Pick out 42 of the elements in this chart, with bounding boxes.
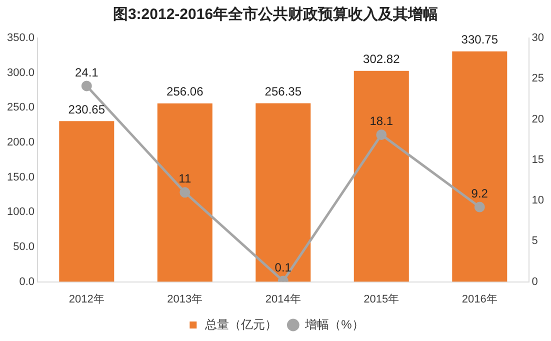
bar bbox=[59, 121, 114, 282]
y2-tick-label: 10 bbox=[532, 194, 544, 207]
y2-tick-label: 5 bbox=[532, 235, 538, 248]
legend-label: 总量（亿元） bbox=[204, 317, 278, 332]
point bbox=[474, 202, 485, 212]
y-tick-label: 250.0 bbox=[6, 102, 35, 114]
bar bbox=[256, 103, 311, 282]
y2-tick-label: 30 bbox=[532, 32, 544, 44]
data-label: 330.75 bbox=[461, 32, 498, 47]
x-tick-label: 2013年 bbox=[167, 293, 203, 306]
legend-label: 增幅（%） bbox=[304, 317, 364, 332]
y-tick-label: 50.0 bbox=[13, 241, 35, 254]
y2-tick-label: 25 bbox=[532, 72, 544, 85]
y-tick-label: 200.0 bbox=[6, 136, 35, 149]
data-label: 9.2 bbox=[471, 186, 488, 200]
x-tick-label: 2012年 bbox=[68, 293, 104, 306]
y-tick-label: 100.0 bbox=[6, 206, 35, 218]
y-tick-label: 0.0 bbox=[19, 276, 35, 288]
x-tick-label: 2015年 bbox=[364, 293, 400, 306]
point bbox=[180, 187, 190, 198]
x-tick-label: 2016年 bbox=[462, 293, 498, 306]
data-label: 24.1 bbox=[74, 65, 99, 80]
data-label: 11 bbox=[178, 172, 192, 186]
bar bbox=[354, 70, 409, 282]
point bbox=[81, 80, 92, 92]
data-label: 0.1 bbox=[274, 260, 292, 274]
x-tick-label: 2014年 bbox=[265, 293, 301, 306]
y2-tick-label: 0 bbox=[532, 276, 538, 288]
data-label: 302.82 bbox=[363, 52, 400, 66]
y2-tick-label: 20 bbox=[532, 113, 544, 126]
y-tick-label: 350.0 bbox=[6, 32, 35, 44]
data-label: 256.35 bbox=[264, 84, 302, 99]
y-tick-label: 300.0 bbox=[6, 66, 35, 79]
data-label: 256.06 bbox=[166, 84, 204, 99]
y2-tick-label: 15 bbox=[532, 154, 544, 166]
point bbox=[376, 129, 387, 140]
bar bbox=[452, 51, 508, 282]
data-label: 230.65 bbox=[68, 102, 106, 116]
chart-title: 图3:2012-2016年全市公共财政预算收入及其增幅 bbox=[112, 5, 438, 24]
y-tick-label: 150.0 bbox=[6, 171, 35, 184]
data-label: 18.1 bbox=[370, 114, 394, 128]
bar bbox=[157, 103, 212, 282]
